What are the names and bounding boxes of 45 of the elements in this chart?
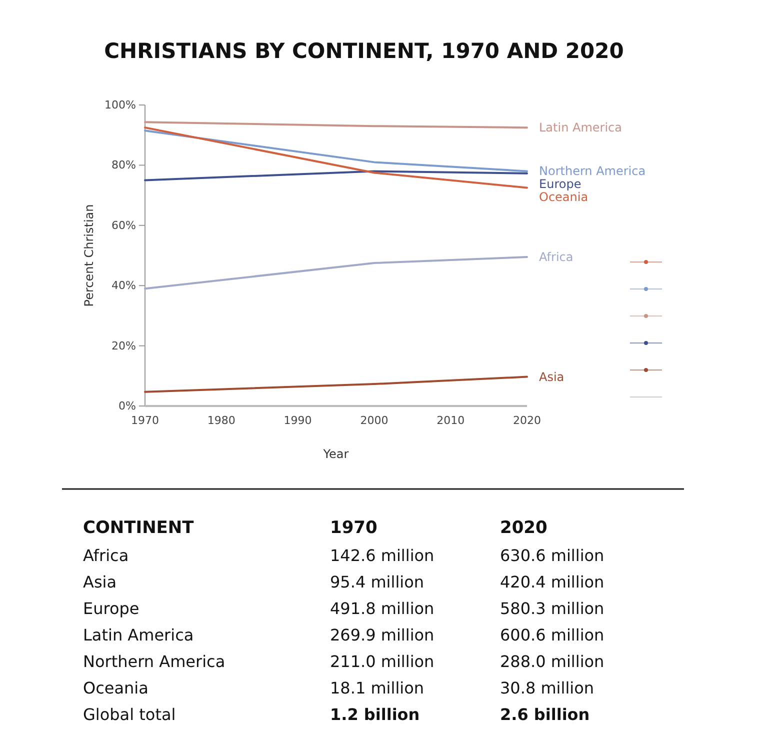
series-label: Asia bbox=[539, 370, 564, 384]
text: 630.6 million bbox=[500, 546, 604, 565]
text: Oceania bbox=[83, 678, 148, 698]
y-tick-label: 20% bbox=[112, 339, 136, 352]
series-label: Latin America bbox=[539, 120, 622, 135]
text: 269.9 million bbox=[330, 626, 434, 644]
category-label: CONTINENT bbox=[83, 518, 194, 538]
text: 30.8 million bbox=[500, 678, 594, 698]
text: Europe bbox=[83, 599, 140, 618]
text: 288.0 million bbox=[500, 652, 604, 671]
series-label: Africa bbox=[539, 250, 574, 264]
series-label: Oceania bbox=[539, 190, 588, 204]
x-tick-label: 1980 bbox=[207, 414, 236, 427]
category-label: 2020 bbox=[500, 518, 548, 538]
text: 580.3 million bbox=[500, 599, 604, 618]
x-axis-title: Year bbox=[322, 447, 349, 461]
text: Global total bbox=[83, 705, 176, 724]
y-tick-label: 60% bbox=[112, 218, 136, 232]
text: Asia bbox=[83, 572, 117, 592]
series-label: Europe bbox=[539, 177, 582, 192]
x-tick-label: 2020 bbox=[513, 414, 541, 427]
text: 142.6 million bbox=[330, 546, 434, 565]
text: 95.4 million bbox=[330, 572, 424, 592]
y-tick-label: 100% bbox=[104, 98, 136, 112]
x-tick-label: 2010 bbox=[436, 414, 465, 427]
x-tick-label: 2000 bbox=[360, 414, 388, 427]
text: Africa bbox=[83, 546, 129, 565]
y-tick-label: 40% bbox=[112, 279, 136, 292]
text: Northern America bbox=[83, 652, 226, 671]
y-tick-label: 80% bbox=[112, 158, 136, 172]
text: 491.8 million bbox=[330, 599, 434, 618]
text: 1.2 billion bbox=[330, 705, 420, 724]
text: Latin America bbox=[83, 626, 194, 644]
category-label: 1970 bbox=[330, 518, 378, 538]
y-axis-title: Percent Christian bbox=[82, 204, 96, 307]
text: 2.6 billion bbox=[500, 705, 590, 724]
series-label: Northern America bbox=[539, 164, 646, 178]
text: 18.1 million bbox=[330, 678, 424, 698]
x-tick-label: 1970 bbox=[131, 414, 159, 427]
text: 600.6 million bbox=[500, 626, 604, 644]
y-tick-label: 0% bbox=[118, 400, 136, 413]
text: 420.4 million bbox=[500, 572, 604, 592]
chart-title: CHRISTIANS BY CONTINENT, 1970 AND 2020 bbox=[104, 39, 624, 63]
x-tick-label: 1990 bbox=[284, 414, 312, 427]
text: 211.0 million bbox=[330, 652, 434, 671]
